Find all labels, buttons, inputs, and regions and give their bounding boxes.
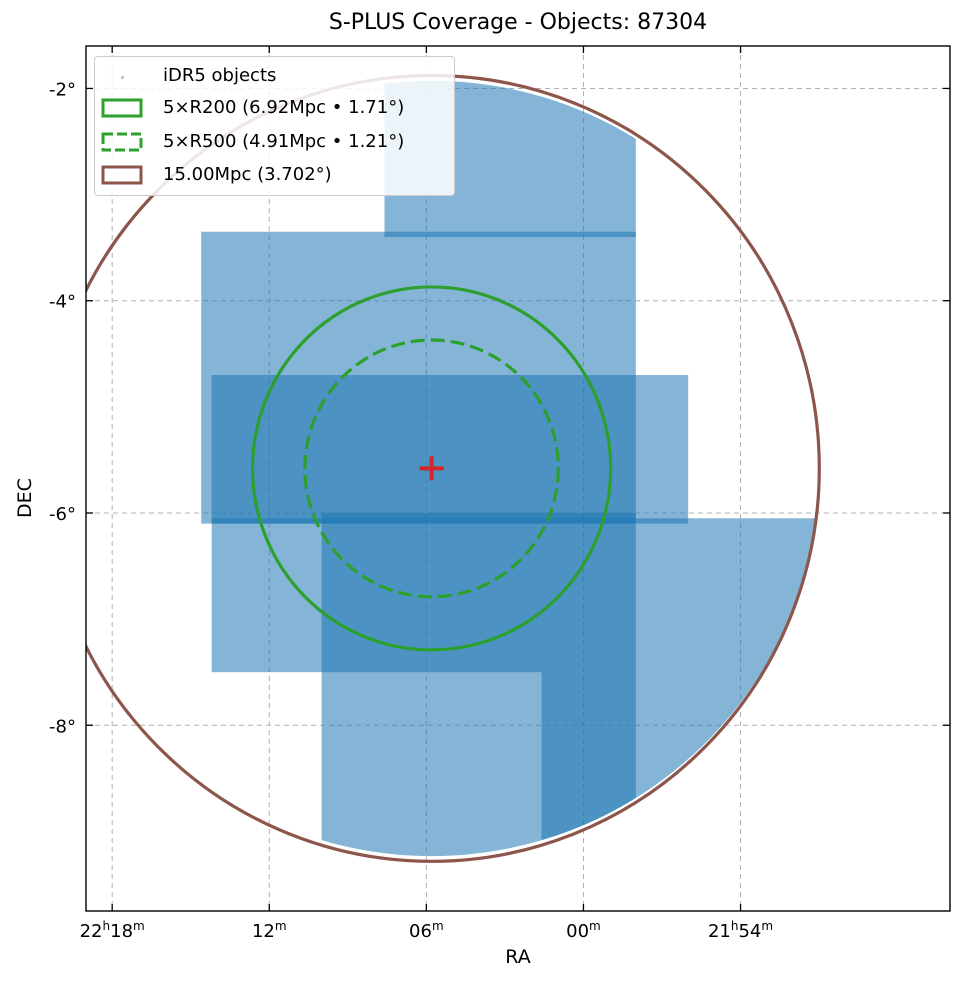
x-tick-label-4: 21h54m [708, 919, 773, 942]
y-tick-label-0: -2° [49, 79, 76, 100]
chart-title: S-PLUS Coverage - Objects: 87304 [328, 10, 708, 35]
legend-label-r200: 5×R200 (6.92Mpc • 1.71°) [163, 97, 405, 118]
x-axis-label: RA [505, 946, 531, 968]
ticks-layer: 22h18m 12m 06m 00m 21h54m -2° -4° -6° -8° [49, 46, 950, 942]
x-tick-label-3: 00m [566, 919, 601, 942]
legend-item-15mpc: 15.00Mpc (3.702°) [95, 163, 454, 193]
y-tick-label-2: -6° [49, 504, 76, 525]
plot-frame [85, 45, 951, 912]
x-tick-label-0: 22h18m [80, 919, 145, 942]
legend-item-r200: 5×R200 (6.92Mpc • 1.71°) [95, 96, 454, 126]
y-tick-label-1: -4° [49, 292, 76, 313]
x-tick-label-2: 06m [409, 919, 444, 942]
footprint-region-2 [211, 375, 689, 524]
x-tick-label-1: 12m [252, 919, 287, 942]
legend-dot-objects [121, 76, 124, 79]
legend-item-r500: 5×R500 (4.91Mpc • 1.21°) [95, 130, 454, 160]
center-marker [419, 456, 444, 481]
circle-r200 [250, 285, 613, 652]
legend-label-objects: iDR5 objects [163, 65, 277, 86]
legend-swatch-r500 [101, 132, 143, 152]
circle-r500 [303, 338, 560, 599]
legend-label-r500: 5×R500 (4.91Mpc • 1.21°) [163, 131, 405, 152]
legend-swatch-15mpc [101, 165, 143, 185]
legend-label-15mpc: 15.00Mpc (3.702°) [163, 164, 332, 185]
legend-swatch-r200 [101, 98, 143, 118]
legend-item-objects: iDR5 objects [95, 64, 454, 94]
y-axis-label: DEC [14, 478, 36, 518]
legend: iDR5 objects 5×R200 (6.92Mpc • 1.71°) 5×… [94, 56, 455, 196]
y-tick-label-3: -8° [49, 716, 76, 737]
